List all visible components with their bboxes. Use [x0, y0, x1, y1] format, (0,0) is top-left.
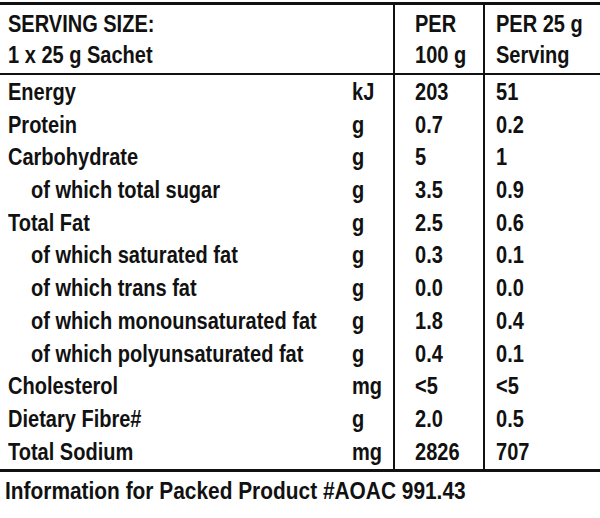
value-per-100g: 0.4: [415, 338, 443, 371]
value-per-100g: 5: [415, 141, 426, 174]
value-per-100g: <5: [415, 370, 438, 403]
table-header: SERVING SIZE: 1 x 25 g Sachet PER 100 g …: [0, 5, 600, 73]
nutrient-unit: g: [352, 141, 364, 174]
value-per-25g: 0.1: [496, 338, 524, 371]
nutrient-unit: g: [352, 174, 364, 207]
nutrient-label: Dietary Fibre#: [8, 403, 141, 436]
nutrient-unit: g: [352, 239, 364, 272]
value-per-100g: 3.5: [415, 174, 443, 207]
nutrient-unit: g: [352, 403, 364, 436]
per-25g-header-line2: Serving: [496, 40, 569, 71]
value-per-25g: 51: [496, 76, 518, 109]
value-per-100g: 1.8: [415, 305, 443, 338]
nutrient-unit: g: [352, 272, 364, 305]
value-per-25g: 1: [496, 141, 507, 174]
value-per-25g: 0.4: [496, 305, 524, 338]
table-row: Total Sodium mg 2826 707: [0, 436, 600, 469]
value-per-100g: 2.0: [415, 403, 443, 436]
nutrient-label: Cholesterol: [8, 370, 118, 403]
nutrient-label: of which trans fat: [31, 272, 197, 305]
nutrient-label: of which total sugar: [31, 174, 220, 207]
table-row: of which trans fat g 0.0 0.0: [0, 272, 600, 305]
value-per-25g: 0.2: [496, 109, 524, 142]
table-row: Protein g 0.7 0.2: [0, 109, 600, 142]
table-row: Total Fat g 2.5 0.6: [0, 207, 600, 240]
value-per-25g: <5: [496, 370, 519, 403]
table-row: of which polyunsaturated fat g 0.4 0.1: [0, 338, 600, 371]
footer-note-text: Information for Packed Product #AOAC 991…: [5, 474, 466, 508]
serving-size-title: SERVING SIZE:: [8, 9, 154, 40]
table-row: Dietary Fibre# g 2.0 0.5: [0, 403, 600, 436]
value-per-100g: 203: [415, 76, 448, 109]
header-separator-line: [0, 73, 600, 75]
nutrient-label: Carbohydrate: [8, 141, 138, 174]
nutrient-label: of which monounsaturated fat: [31, 305, 317, 338]
value-per-25g: 0.0: [496, 272, 524, 305]
nutrient-label: Total Sodium: [8, 436, 133, 469]
table-row: Energy kJ 203 51: [0, 76, 600, 109]
per-100g-column-header: PER 100 g: [415, 9, 474, 71]
nutrient-unit: g: [352, 305, 364, 338]
nutrient-unit: g: [352, 207, 364, 240]
value-per-25g: 0.1: [496, 239, 524, 272]
table-row: Carbohydrate g 5 1: [0, 141, 600, 174]
nutrient-label: of which polyunsaturated fat: [31, 338, 303, 371]
nutrient-label: Protein: [8, 109, 77, 142]
value-per-100g: 2.5: [415, 207, 443, 240]
table-border-bottom: [0, 469, 600, 472]
table-row: of which saturated fat g 0.3 0.1: [0, 239, 600, 272]
table-row: Cholesterol mg <5 <5: [0, 370, 600, 403]
nutrient-label: Total Fat: [8, 207, 90, 240]
value-per-25g: 707: [496, 436, 529, 469]
value-per-25g: 0.5: [496, 403, 524, 436]
value-per-100g: 0.7: [415, 109, 443, 142]
nutrient-unit: kJ: [352, 76, 374, 109]
table-row: of which monounsaturated fat g 1.8 0.4: [0, 305, 600, 338]
per-25g-header-line1: PER 25 g: [496, 9, 583, 40]
value-per-100g: 0.3: [415, 239, 443, 272]
footer-note: Information for Packed Product #AOAC 991…: [5, 474, 534, 508]
nutrient-unit: mg: [352, 436, 382, 469]
nutrient-unit: g: [352, 338, 364, 371]
nutrient-label: of which saturated fat: [31, 239, 238, 272]
per-100g-header-line2: 100 g: [415, 40, 466, 71]
nutrient-rows: Energy kJ 203 51 Protein g 0.7 0.2 Carbo…: [0, 76, 600, 468]
value-per-25g: 0.9: [496, 174, 524, 207]
table-row: of which total sugar g 3.5 0.9: [0, 174, 600, 207]
value-per-100g: 0.0: [415, 272, 443, 305]
nutrition-information-table: SERVING SIZE: 1 x 25 g Sachet PER 100 g …: [0, 0, 600, 518]
serving-size-header: SERVING SIZE: 1 x 25 g Sachet: [8, 9, 176, 71]
value-per-25g: 0.6: [496, 207, 524, 240]
serving-size-detail: 1 x 25 g Sachet: [8, 40, 153, 71]
nutrient-unit: g: [352, 109, 364, 142]
nutrient-label: Energy: [8, 76, 76, 109]
per-100g-header-line1: PER: [415, 9, 456, 40]
value-per-100g: 2826: [415, 436, 460, 469]
per-25g-column-header: PER 25 g Serving: [496, 9, 596, 71]
nutrient-unit: mg: [352, 370, 382, 403]
